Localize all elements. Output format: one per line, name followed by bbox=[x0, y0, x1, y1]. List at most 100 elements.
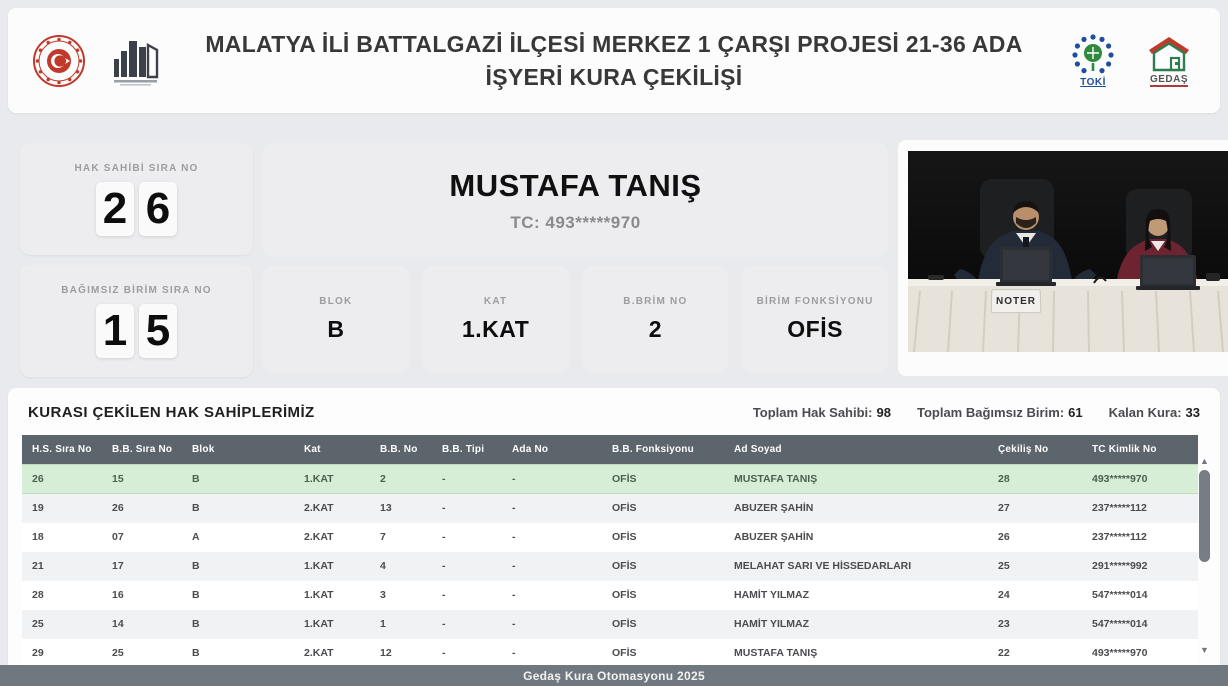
table-row[interactable]: 25 14 B 1.KAT 1- - OFİS HAMİT YILMAZ 23 547*****0… bbox=[22, 609, 1198, 639]
table-cell: 1.KAT bbox=[294, 551, 370, 581]
table-cell: 4 bbox=[370, 551, 432, 581]
table-row[interactable]: 29 25 B 2.KAT 12- - OFİS MUSTAFA TANIŞ 22 493****… bbox=[22, 638, 1198, 665]
table-scrollbar[interactable]: ▲ ▼ bbox=[1197, 456, 1212, 655]
scrollbar-thumb[interactable] bbox=[1199, 470, 1210, 562]
gedas-caption: GEDAŞ bbox=[1149, 74, 1189, 87]
column-header: Kat bbox=[294, 435, 370, 465]
winner-card: MUSTAFA TANIŞ TC: 493*****970 bbox=[263, 143, 888, 257]
detail-card: BİRİM FONKSİYONU OFİS bbox=[742, 266, 888, 373]
scroll-down-icon[interactable]: ▼ bbox=[1200, 645, 1209, 655]
table-cell: OFİS bbox=[602, 638, 724, 665]
table-cell: OFİS bbox=[602, 609, 724, 639]
table-cell: ABUZER ŞAHİN bbox=[724, 522, 988, 552]
detail-label: BLOK bbox=[319, 296, 353, 307]
stat-value: 33 bbox=[1185, 405, 1200, 420]
column-header: B.B. Fonksiyonu bbox=[602, 435, 724, 465]
table-cell: - bbox=[502, 522, 602, 552]
table-cell: 24 bbox=[988, 580, 1082, 610]
noter-placard: NOTER bbox=[990, 289, 1042, 314]
table-cell: 18 bbox=[22, 522, 102, 552]
detail-card: B.BRİM NO 2 bbox=[582, 266, 729, 373]
detail-card: BLOK B bbox=[263, 266, 409, 373]
table-row[interactable]: 21 17 B 1.KAT 4- - OFİS MELAHAT SARI VE HİSSEDA… bbox=[22, 551, 1198, 581]
table-cell: 22 bbox=[988, 638, 1082, 665]
video-panel: NOTER bbox=[898, 140, 1228, 376]
digit-slot: 2 bbox=[96, 181, 134, 236]
table-cell: - bbox=[432, 493, 502, 523]
column-header: TC Kimlik No bbox=[1082, 435, 1198, 465]
detail-label: BİRİM FONKSİYONU bbox=[756, 296, 874, 307]
digit-slot: 1 bbox=[96, 303, 134, 358]
table-cell: - bbox=[502, 580, 602, 610]
table-cell: 27 bbox=[988, 493, 1082, 523]
results-table: H.S. Sıra No B.B. Sıra No Blok Kat B.B. No B.… bbox=[22, 435, 1198, 665]
table-row[interactable]: 28 16 B 1.KAT 3- - OFİS HAMİT YILMAZ 24 547*****0… bbox=[22, 580, 1198, 610]
table-row[interactable]: 19 26 B 2.KAT 13- - OFİS ABUZER ŞAHİN 27 237*****… bbox=[22, 493, 1198, 523]
table-cell: - bbox=[432, 551, 502, 581]
table-cell: 493*****970 bbox=[1082, 638, 1198, 665]
table-cell: - bbox=[502, 464, 602, 494]
column-header: Çekiliş No bbox=[988, 435, 1082, 465]
table-cell: OFİS bbox=[602, 551, 724, 581]
winner-name: MUSTAFA TANIŞ bbox=[449, 167, 702, 203]
table-cell: 25 bbox=[988, 551, 1082, 581]
scrollbar-track[interactable] bbox=[1199, 466, 1210, 645]
detail-value: 1.KAT bbox=[462, 316, 530, 342]
table-cell: 2 bbox=[370, 464, 432, 494]
table-cell: 291*****992 bbox=[1082, 551, 1198, 581]
column-header: B.B. Tipi bbox=[432, 435, 502, 465]
table-cell: 237*****112 bbox=[1082, 493, 1198, 523]
table-cell: 2.KAT bbox=[294, 638, 370, 665]
gedas-logo: GEDAŞ bbox=[1140, 26, 1198, 96]
table-cell: - bbox=[432, 522, 502, 552]
table-cell: OFİS bbox=[602, 580, 724, 610]
stat-item: Toplam Bağımsız Birim: 61 bbox=[916, 405, 1083, 420]
table-cell: 2.KAT bbox=[294, 493, 370, 523]
table-cell: - bbox=[432, 638, 502, 665]
table-cell: 28 bbox=[988, 464, 1082, 494]
table-cell: B bbox=[182, 551, 294, 581]
table-cell: 19 bbox=[22, 493, 102, 523]
table-cell: 25 bbox=[22, 609, 102, 639]
winner-tc: TC: 493*****970 bbox=[510, 212, 641, 232]
table-cell: - bbox=[432, 464, 502, 494]
results-title: KURASI ÇEKİLEN HAK SAHİPLERİMİZ bbox=[28, 404, 315, 421]
table-cell: OFİS bbox=[602, 493, 724, 523]
table-cell: 25 bbox=[102, 638, 182, 665]
scroll-up-icon[interactable]: ▲ bbox=[1200, 456, 1209, 466]
table-cell: - bbox=[502, 493, 602, 523]
table-cell: A bbox=[182, 522, 294, 552]
table-cell: 26 bbox=[22, 464, 102, 494]
table-cell: HAMİT YILMAZ bbox=[724, 609, 988, 639]
table-row[interactable]: 18 07 A 2.KAT 7- - OFİS ABUZER ŞAHİN 26 237*****1… bbox=[22, 522, 1198, 552]
table-cell: B bbox=[182, 493, 294, 523]
detail-value: OFİS bbox=[787, 316, 843, 342]
table-cell: 16 bbox=[102, 580, 182, 610]
stat-item: Kalan Kura: 33 bbox=[1108, 405, 1200, 420]
table-cell: - bbox=[432, 580, 502, 610]
table-cell: - bbox=[502, 609, 602, 639]
detail-label: KAT bbox=[483, 296, 508, 307]
stat-item: Toplam Hak Sahibi: 98 bbox=[752, 405, 891, 420]
detail-value: B bbox=[327, 316, 345, 342]
table-cell: 12 bbox=[370, 638, 432, 665]
table-cell: 1.KAT bbox=[294, 609, 370, 639]
table-cell: 237*****112 bbox=[1082, 522, 1198, 552]
column-header: Ad Soyad bbox=[724, 435, 988, 465]
table-row-current[interactable]: 26 15 B 1.KAT 2- - OFİS MUSTAFA TANIŞ 28 493*****… bbox=[22, 464, 1198, 494]
detail-card: KAT 1.KAT bbox=[422, 266, 569, 373]
results-header: KURASI ÇEKİLEN HAK SAHİPLERİMİZ Toplam H… bbox=[22, 404, 1206, 435]
detail-label: B.BRİM NO bbox=[623, 296, 688, 307]
table-cell: 1.KAT bbox=[294, 580, 370, 610]
header-right-logos: TOKİ GEDAŞ bbox=[1064, 26, 1198, 96]
table-cell: - bbox=[502, 638, 602, 665]
table-cell: 21 bbox=[22, 551, 102, 581]
footer-text: Gedaş Kura Otomasyonu 2025 bbox=[523, 668, 705, 683]
table-cell: ABUZER ŞAHİN bbox=[724, 493, 988, 523]
table-cell: 15 bbox=[102, 464, 182, 494]
column-header: B.B. Sıra No bbox=[102, 435, 182, 465]
